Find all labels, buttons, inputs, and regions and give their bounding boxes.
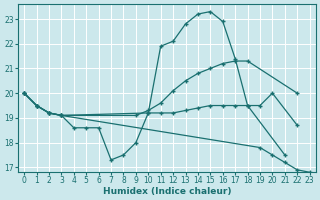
- X-axis label: Humidex (Indice chaleur): Humidex (Indice chaleur): [103, 187, 231, 196]
